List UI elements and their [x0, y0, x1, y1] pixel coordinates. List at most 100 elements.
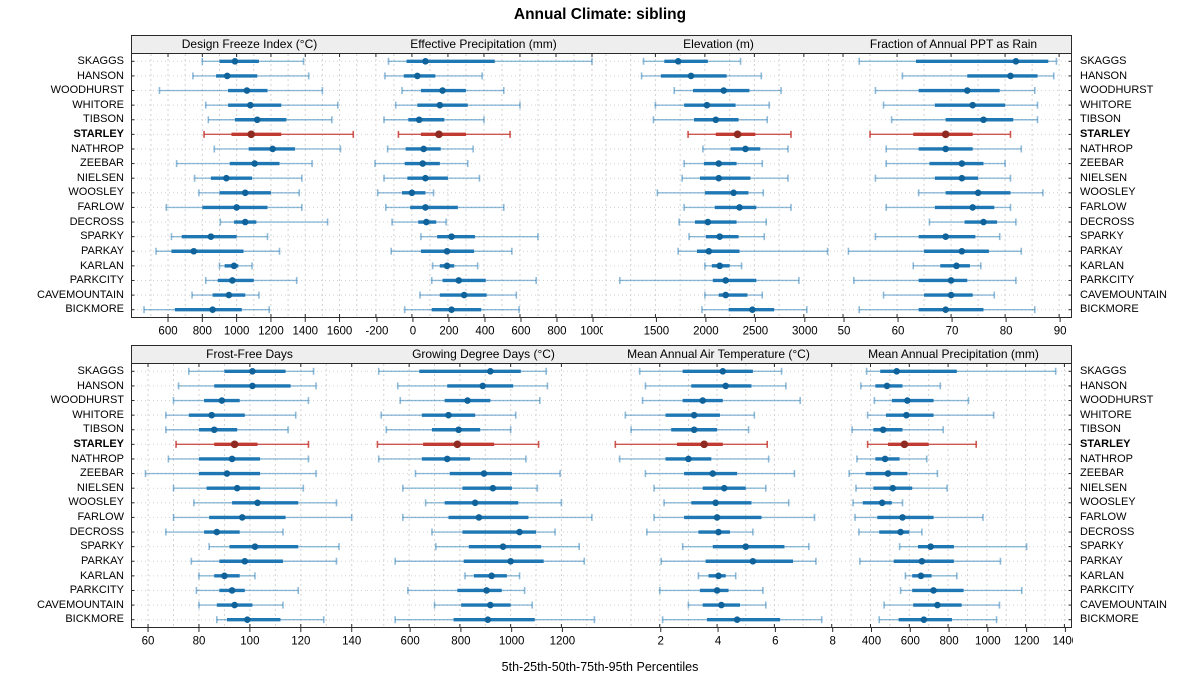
- percentile-row-nathrop: [885, 145, 1023, 153]
- panel-design-freeze-index-c: Design Freeze Index (°C) 600 800 1000 1200 14…: [131, 35, 368, 342]
- x-axis-ticks: 400 600 800 1000 1200 1400: [862, 628, 1073, 648]
- gridlines: [842, 54, 1060, 317]
- svg-text:80: 80: [1000, 326, 1013, 338]
- station-label-bickmore: BICKMORE: [1080, 613, 1139, 626]
- panel-plot-area: [366, 364, 602, 628]
- station-label-nielsen: NIELSEN: [76, 481, 124, 494]
- svg-text:1600: 1600: [327, 326, 353, 338]
- panel-title: Effective Precipitation (mm): [366, 35, 602, 54]
- percentile-row-starley: [866, 440, 977, 449]
- svg-text:80: 80: [193, 636, 206, 648]
- percentile-row-cavemountain: [433, 601, 534, 609]
- svg-text:1200: 1200: [258, 326, 284, 338]
- x-axis-ticks: 600 800 1000 1200: [401, 628, 575, 648]
- percentile-row-farlow: [401, 513, 593, 521]
- svg-text:3000: 3000: [792, 326, 818, 338]
- gridlines: [383, 364, 588, 627]
- percentile-row-cavemountain: [704, 291, 764, 299]
- percentile-row-zeebar: [414, 470, 561, 478]
- x-axis: 400 600 800 1000 1200 1400: [862, 628, 1073, 648]
- svg-text:200: 200: [439, 326, 458, 338]
- panel-mean-annual-precipitation-mm: Mean Annual Precipitation (mm) 400 600 800 1…: [836, 345, 1073, 652]
- station-label-parkcity: PARKCITY: [69, 274, 124, 287]
- percentile-row-woodhurst: [172, 397, 310, 405]
- station-label-bickmore: BICKMORE: [65, 303, 124, 316]
- panel-plot-area: [131, 54, 368, 318]
- percentile-row-parkcity: [195, 586, 300, 594]
- percentile-row-decross: [928, 218, 1017, 226]
- percentile-row-woosley: [663, 499, 790, 507]
- station-label-karlan: KARLAN: [79, 259, 124, 272]
- percentile-row-decross: [165, 528, 284, 536]
- percentile-row-hanson: [901, 72, 1055, 80]
- percentile-row-sparky: [420, 233, 539, 241]
- svg-text:600: 600: [511, 326, 530, 338]
- percentile-row-woosley: [656, 189, 765, 197]
- axis-tick-nubs: [659, 364, 833, 627]
- row-guides: [602, 60, 835, 311]
- percentile-row-woosley: [193, 499, 338, 507]
- station-label-cavemountain: CAVEMOUNTAIN: [37, 288, 124, 301]
- percentile-row-bickmore: [215, 616, 325, 624]
- panel-title: Mean Annual Precipitation (mm): [836, 345, 1072, 364]
- svg-text:800: 800: [451, 636, 470, 648]
- panel-plot-area: [131, 364, 368, 628]
- station-label-woosley: WOOSLEY: [1080, 496, 1136, 509]
- station-label-woodhurst: WOODHURST: [50, 84, 124, 97]
- station-label-skaggs: SKAGGS: [77, 55, 124, 67]
- percentile-row-starley: [869, 130, 1012, 139]
- svg-text:60: 60: [892, 326, 905, 338]
- percentile-row-karlan: [912, 262, 982, 270]
- station-label-cavemountain: CAVEMOUNTAIN: [1080, 288, 1167, 301]
- x-axis: 600 800 1000 1200 1400 1600: [158, 318, 353, 338]
- station-label-parkay: PARKAY: [81, 554, 124, 567]
- percentile-row-woodhurst: [874, 87, 1036, 95]
- percentile-row-tibson: [383, 116, 485, 124]
- percentile-row-nathrop: [618, 455, 770, 463]
- svg-text:0: 0: [410, 326, 416, 338]
- percentile-row-cavemountain: [198, 601, 284, 609]
- percentile-row-karlan: [904, 572, 958, 580]
- station-label-nielsen: NIELSEN: [1080, 171, 1128, 184]
- station-label-starley: STARLEY: [1080, 128, 1131, 141]
- svg-text:800: 800: [547, 326, 566, 338]
- percentile-row-hanson: [640, 72, 763, 80]
- station-label-nathrop: NATHROP: [1080, 452, 1133, 465]
- row-guides: [367, 370, 600, 621]
- svg-text:120: 120: [291, 636, 310, 648]
- percentile-row-parkay: [190, 557, 338, 565]
- percentile-row-whitore: [624, 411, 756, 419]
- percentile-row-nathrop: [386, 145, 474, 153]
- station-label-nielsen: NIELSEN: [76, 171, 124, 184]
- station-label-nathrop: NATHROP: [1080, 142, 1133, 155]
- station-label-bickmore: BICKMORE: [1080, 303, 1139, 316]
- percentile-row-sparky: [208, 543, 340, 551]
- percentile-row-bickmore: [661, 616, 823, 624]
- axis-tick-nubs: [408, 364, 562, 627]
- percentile-row-hanson: [860, 382, 942, 390]
- percentile-row-skaggs: [387, 57, 593, 65]
- svg-text:1500: 1500: [644, 326, 670, 338]
- percentile-row-skaggs: [638, 367, 783, 375]
- percentile-row-decross: [678, 218, 768, 226]
- panel-title: Fraction of Annual PPT as Rain: [836, 35, 1072, 54]
- percentile-row-tibson: [630, 426, 750, 434]
- percentile-row-whitore: [882, 101, 1039, 109]
- percentile-row-nielsen: [383, 174, 481, 182]
- svg-text:70: 70: [946, 326, 959, 338]
- svg-text:1400: 1400: [1053, 636, 1073, 648]
- percentile-row-zeebar: [644, 470, 796, 478]
- station-label-karlan: KARLAN: [1080, 569, 1125, 582]
- percentile-row-farlow: [653, 513, 816, 521]
- x-axis: 2 4 6 8: [658, 628, 836, 648]
- percentile-row-tibson: [165, 426, 289, 434]
- station-label-decross: DECROSS: [1080, 525, 1135, 538]
- percentile-row-starley: [203, 130, 355, 139]
- svg-text:1400: 1400: [292, 326, 318, 338]
- percentile-row-cavemountain: [883, 601, 1001, 609]
- row-guides: [837, 60, 1070, 311]
- panel-title: Growing Degree Days (°C): [366, 345, 602, 364]
- station-label-nathrop: NATHROP: [71, 142, 124, 155]
- station-label-karlan: KARLAN: [1080, 259, 1125, 272]
- percentile-row-starley: [397, 130, 511, 139]
